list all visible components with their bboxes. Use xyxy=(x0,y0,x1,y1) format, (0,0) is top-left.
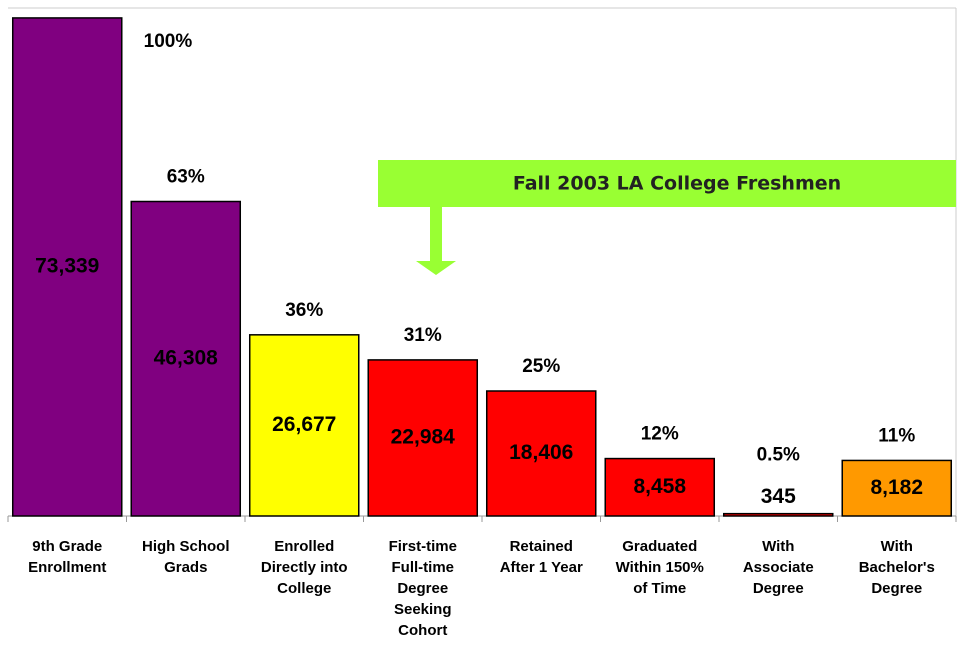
x-tick-label: Retained After 1 Year xyxy=(500,538,583,576)
value-label: 18,406 xyxy=(509,441,573,464)
bar xyxy=(485,390,597,517)
percent-label: 12% xyxy=(641,424,679,445)
annotation-box xyxy=(378,160,956,207)
x-tick-label: 9th Grade Enrollment xyxy=(28,538,106,576)
bar xyxy=(841,459,953,517)
x-tick-label: With Associate Degree xyxy=(743,538,814,597)
value-label: 46,308 xyxy=(154,346,219,369)
percent-label: 25% xyxy=(522,356,560,377)
value-label: 8,458 xyxy=(633,475,686,498)
x-tick-label: With Bachelor's Degree xyxy=(859,538,935,597)
percent-label: 0.5% xyxy=(757,445,800,466)
x-tick-label: First-time Full-time Degree Seeking Cohort xyxy=(389,538,457,639)
percent-label: 31% xyxy=(404,325,442,346)
value-label: 73,339 xyxy=(35,255,99,278)
bar xyxy=(11,17,123,517)
x-tick-label: Enrolled Directly into College xyxy=(261,538,348,597)
value-label: 22,984 xyxy=(391,425,456,448)
bar xyxy=(130,200,242,517)
x-tick-label: High School Grads xyxy=(142,538,230,576)
percent-label: 100% xyxy=(144,31,193,52)
x-tick-label: Graduated Within 150% of Time xyxy=(616,538,704,597)
value-label: 26,677 xyxy=(272,413,336,436)
bar xyxy=(604,457,716,517)
percent-label: 63% xyxy=(167,167,205,188)
annotation: Fall 2003 LA College Freshmen xyxy=(513,173,841,195)
bar xyxy=(367,359,479,517)
value-label: 345 xyxy=(761,485,796,508)
bar xyxy=(248,334,360,517)
percent-label: 11% xyxy=(878,425,915,446)
annotation-arrow xyxy=(416,207,456,275)
bar xyxy=(722,512,834,517)
percent-label: 36% xyxy=(285,300,323,321)
value-label: 8,182 xyxy=(870,476,923,499)
